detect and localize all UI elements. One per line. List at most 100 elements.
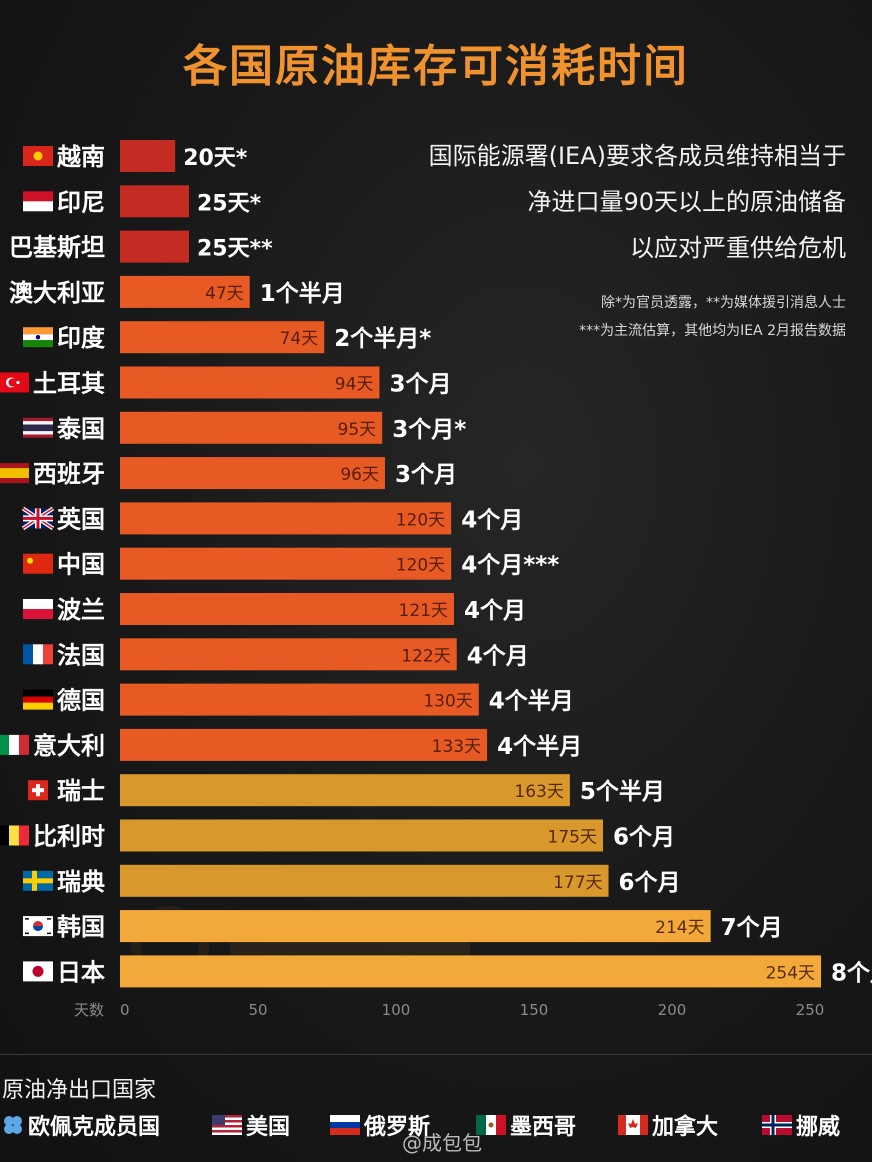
opec-logo-icon bbox=[4, 1116, 22, 1134]
gb-flag-icon bbox=[21, 506, 55, 531]
month-label: 6个月 bbox=[619, 870, 681, 896]
bar bbox=[120, 819, 603, 852]
bar-value-label: 130天 bbox=[423, 692, 472, 712]
country-row-17: 韩国 214天 7个月 bbox=[23, 910, 783, 943]
iea-note-line-1: 国际能源署(IEA)要求各成员维持相当于 bbox=[428, 142, 846, 170]
bar-value-label: 175天 bbox=[548, 828, 597, 848]
country-label: 印尼 bbox=[57, 188, 105, 216]
bar-value-label: 214天 bbox=[655, 918, 704, 938]
bar-value-label: 96天 bbox=[340, 465, 379, 485]
bar-value-label: 25天* bbox=[197, 191, 262, 216]
country-label: 西班牙 bbox=[33, 460, 105, 488]
country-row-9: 中国 120天 4个月*** bbox=[23, 547, 559, 580]
de-flag-icon bbox=[23, 689, 53, 710]
ch-flag-icon bbox=[28, 780, 48, 801]
month-label: 3个月* bbox=[392, 417, 466, 443]
country-label: 澳大利亚 bbox=[9, 279, 105, 307]
country-label: 波兰 bbox=[57, 596, 105, 624]
bar bbox=[120, 366, 380, 399]
country-label: 比利时 bbox=[33, 823, 105, 851]
exporter-mexico: 墨西哥 bbox=[476, 1108, 576, 1142]
country-label: 法国 bbox=[57, 641, 105, 669]
bar bbox=[120, 774, 570, 807]
bar-value-label: 47天 bbox=[205, 284, 244, 304]
bar-value-label: 120天 bbox=[396, 510, 445, 530]
x-tick-label: 100 bbox=[382, 1001, 411, 1019]
bar bbox=[120, 864, 609, 897]
iea-note-line-2: 净进口量90天以上的原油储备 bbox=[527, 188, 846, 216]
footnote-line-1: 除*为官员透露，**为媒体援引消息人士 bbox=[601, 295, 846, 311]
bar-value-label: 121天 bbox=[399, 601, 448, 621]
country-row-2: 巴基斯坦 25天** bbox=[9, 230, 273, 263]
country-row-6: 泰国 95天 3个月* bbox=[23, 411, 466, 444]
month-label: 3个月 bbox=[389, 372, 451, 398]
country-label: 越南 bbox=[57, 143, 105, 171]
x-tick-label: 200 bbox=[658, 1001, 687, 1019]
month-label: 1个半月 bbox=[260, 281, 345, 307]
bar-value-label: 25天** bbox=[197, 237, 273, 262]
bar bbox=[120, 638, 457, 671]
bar bbox=[120, 683, 479, 716]
id-flag-icon bbox=[23, 191, 53, 212]
country-row-3: 澳大利亚 47天 1个半月 bbox=[9, 275, 345, 308]
iea-note-line-3: 以应对严重供给危机 bbox=[630, 234, 846, 262]
x-axis-label: 天数 bbox=[74, 1001, 104, 1019]
bar bbox=[120, 411, 383, 444]
country-row-14: 瑞士 163天 5个半月 bbox=[28, 774, 665, 807]
bar-value-label: 163天 bbox=[514, 782, 563, 802]
country-label: 韩国 bbox=[57, 913, 105, 941]
country-label: 瑞典 bbox=[57, 868, 105, 896]
bar-value-label: 133天 bbox=[432, 737, 481, 757]
pl-flag-icon bbox=[23, 599, 53, 619]
country-label: 日本 bbox=[57, 958, 105, 986]
bar bbox=[120, 547, 452, 580]
footnote-line-2: ***为主流估算，其他均为IEA 2月报告数据 bbox=[579, 323, 846, 339]
x-tick-label: 250 bbox=[796, 1001, 825, 1019]
x-tick-label: 150 bbox=[520, 1001, 549, 1019]
cn-flag-icon bbox=[23, 553, 53, 574]
bar bbox=[120, 230, 189, 263]
country-label: 中国 bbox=[57, 551, 105, 579]
bar-value-label: 94天 bbox=[335, 375, 374, 395]
watermark-text: @成包包 bbox=[402, 1131, 482, 1155]
kr-flag-icon bbox=[23, 916, 53, 937]
it-flag-icon bbox=[0, 734, 29, 755]
country-label: 德国 bbox=[57, 687, 105, 715]
country-label: 巴基斯坦 bbox=[9, 234, 105, 262]
month-label: 4个月 bbox=[467, 643, 529, 669]
exporter-label: 挪威 bbox=[796, 1115, 841, 1140]
exporter-usa: 美国 bbox=[212, 1108, 290, 1142]
exporter-label: 俄罗斯 bbox=[364, 1115, 431, 1140]
country-label: 意大利 bbox=[33, 732, 105, 760]
exporter-label: 墨西哥 bbox=[510, 1115, 577, 1140]
exporter-opec: 欧佩克成员国 bbox=[2, 1108, 160, 1142]
month-label: 4个半月 bbox=[497, 734, 582, 760]
month-label: 6个月 bbox=[613, 825, 675, 851]
country-row-7: 西班牙 96天 3个月 bbox=[0, 457, 457, 490]
month-label: 3个月 bbox=[395, 462, 457, 488]
th-flag-icon bbox=[23, 417, 53, 438]
bar-value-label: 177天 bbox=[553, 873, 602, 893]
month-label: 8个月 bbox=[831, 960, 872, 986]
x-axis: 天数 0 50 100 150 200 250 bbox=[74, 1001, 824, 1019]
bar-value-label: 254天 bbox=[766, 963, 815, 983]
country-row-0: 越南 20天* bbox=[23, 140, 248, 172]
country-row-1: 印尼 25天* bbox=[23, 185, 262, 218]
chart-title: 各国原油库存可消耗时间 bbox=[183, 41, 689, 92]
canada-flag-icon bbox=[618, 1115, 648, 1135]
country-row-11: 法国 122天 4个月 bbox=[23, 638, 529, 671]
country-label: 瑞士 bbox=[57, 777, 105, 805]
tr-flag-icon bbox=[0, 372, 29, 393]
in-flag-icon bbox=[23, 327, 53, 348]
exporters-title: 原油净出口国家 bbox=[2, 1078, 157, 1103]
month-label: 4个月 bbox=[464, 598, 526, 624]
month-label: 4个半月 bbox=[489, 689, 574, 715]
exporter-label: 加拿大 bbox=[652, 1115, 719, 1140]
bar-value-label: 122天 bbox=[401, 646, 450, 666]
bar bbox=[120, 457, 385, 490]
mexico-flag-icon bbox=[476, 1115, 506, 1135]
country-row-4: 印度 74天 2个半月* bbox=[23, 321, 431, 354]
country-row-16: 瑞典 177天 6个月 bbox=[23, 864, 681, 897]
bar bbox=[120, 502, 452, 535]
usa-flag-icon bbox=[212, 1115, 242, 1135]
